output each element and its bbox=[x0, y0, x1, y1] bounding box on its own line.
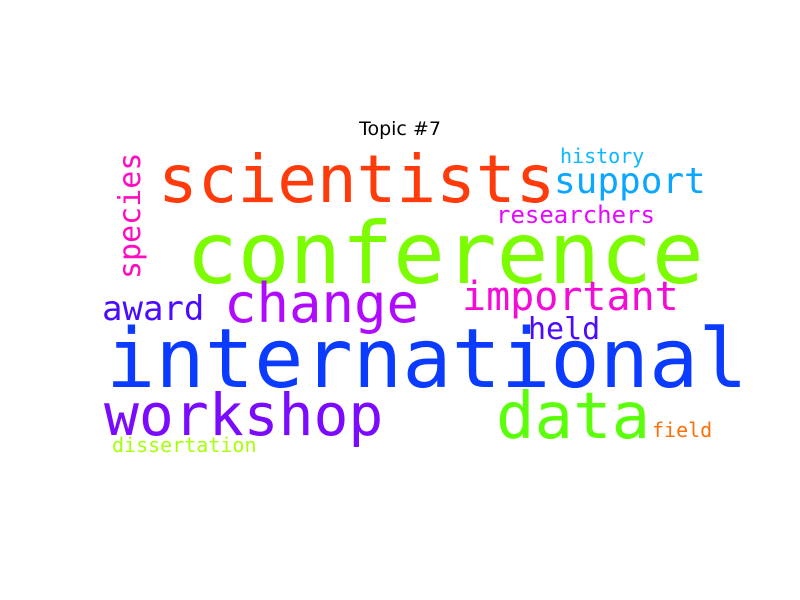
chart-title: Topic #7 bbox=[359, 118, 441, 140]
word-award: award bbox=[102, 289, 205, 329]
word-cloud: conference international scientists worksho… bbox=[100, 141, 748, 458]
word-scientists: scientists bbox=[158, 141, 556, 218]
word-workshop: workshop bbox=[104, 381, 384, 449]
word-history: history bbox=[560, 144, 645, 168]
word-data: data bbox=[496, 380, 651, 454]
word-conference: conference bbox=[186, 204, 704, 304]
word-species: species bbox=[113, 152, 148, 279]
word-field: field bbox=[652, 418, 713, 442]
word-dissertation: dissertation bbox=[112, 433, 257, 457]
word-important: important bbox=[462, 274, 679, 320]
word-change: change bbox=[224, 272, 420, 335]
word-international: international bbox=[106, 312, 748, 407]
word-support: support bbox=[554, 161, 706, 202]
word-researchers: researchers bbox=[496, 201, 655, 229]
word-held: held bbox=[528, 312, 601, 347]
